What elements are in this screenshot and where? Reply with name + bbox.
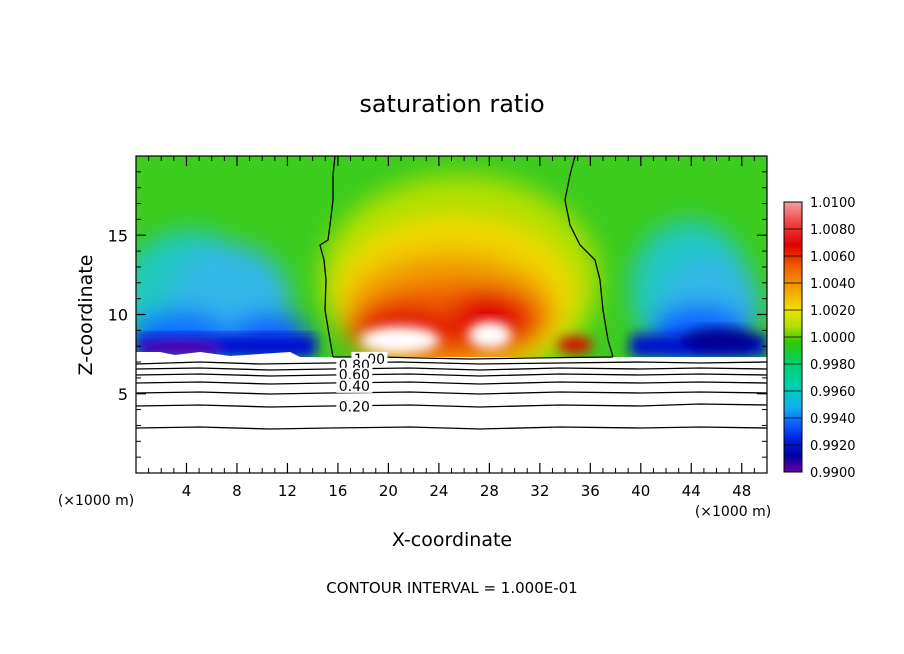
x-unit-left: (×1000 m) (58, 493, 134, 509)
contour-label-bg (336, 399, 373, 414)
x-axis: 4 8 12 16 20 24 28 32 36 40 44 48 (148, 156, 755, 500)
contour-1-00-right (564, 156, 614, 358)
y-tick-label: 10 (108, 306, 128, 325)
x-tick-label: 8 (232, 482, 242, 500)
colorbar-label: 0.9940 (810, 412, 856, 427)
colorbar-label: 0.9900 (810, 466, 856, 481)
x-axis-label: X-coordinate (392, 529, 512, 551)
x-tick-label: 32 (530, 482, 549, 500)
contour-1-00-left (319, 156, 336, 358)
chart-title: saturation ratio (359, 90, 544, 118)
colorbar-label: 1.0080 (810, 223, 856, 238)
x-tick-label: 20 (379, 482, 398, 500)
colorbar: 1.0100 1.0080 1.0060 1.0040 1.0020 1.0000 0.99… (783, 196, 856, 481)
x-tick-label: 44 (682, 482, 701, 500)
contour-interval-note: CONTOUR INTERVAL = 1.000E-01 (326, 579, 577, 597)
plot-area (136, 156, 767, 473)
x-tick-label: 48 (732, 482, 751, 500)
contour-0-50 (136, 373, 767, 377)
contour-0-60 (136, 367, 767, 371)
contour-0-30 (136, 391, 767, 395)
colorbar-label: 1.0060 (810, 250, 856, 265)
colorbar-label: 0.9980 (810, 358, 856, 373)
y-axis-label: Z-coordinate (75, 255, 97, 376)
colorbar-label: 1.0040 (810, 277, 856, 292)
y-axis: 5 10 15 (108, 171, 767, 458)
colorbar-labels: 1.0100 1.0080 1.0060 1.0040 1.0020 1.0000 0.99… (784, 196, 856, 481)
colorbar-label: 0.9960 (810, 385, 856, 400)
contour-label-bg (336, 367, 373, 382)
x-tick-label: 36 (581, 482, 600, 500)
colorbar-label: 1.0020 (810, 304, 856, 319)
contour-0-40 (136, 381, 767, 385)
contour-labels: 1.000.800.600.400.20 (336, 351, 388, 415)
y-tick-label: 5 (118, 385, 128, 404)
contour-0-80 (136, 361, 767, 365)
x-tick-label: 24 (429, 482, 448, 500)
x-tick-label: 40 (631, 482, 650, 500)
contour-label: 0.40 (339, 379, 370, 395)
x-tick-label: 16 (328, 482, 347, 500)
x-tick-label: 12 (278, 482, 297, 500)
colorbar-label: 1.0000 (810, 331, 856, 346)
contour-label: 0.20 (339, 399, 370, 415)
contour-0-10 (136, 426, 767, 430)
contour-label-bg (336, 378, 373, 393)
colorbar-label: 1.0100 (810, 196, 856, 211)
contour-0-20 (136, 403, 767, 408)
y-tick-label: 15 (108, 226, 128, 245)
x-tick-label: 4 (182, 482, 192, 500)
colorbar-label: 0.9920 (810, 439, 856, 454)
x-unit-right: (×1000 m) (695, 504, 771, 520)
x-tick-label: 28 (480, 482, 499, 500)
